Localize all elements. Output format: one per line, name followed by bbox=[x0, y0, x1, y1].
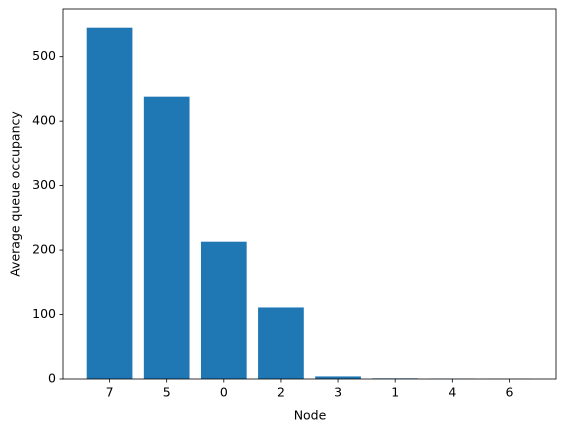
y-tick-label: 0 bbox=[48, 371, 56, 386]
bar bbox=[200, 241, 247, 379]
plot-frame bbox=[62, 8, 557, 380]
x-tick-label: 5 bbox=[163, 385, 171, 400]
y-tick-label: 100 bbox=[32, 306, 56, 321]
y-tick-label: 200 bbox=[32, 242, 56, 257]
y-tick-label: 500 bbox=[32, 48, 56, 63]
x-tick-label: 6 bbox=[505, 385, 513, 400]
x-tick-label: 2 bbox=[277, 385, 285, 400]
x-tick-label: 0 bbox=[220, 385, 228, 400]
x-axis-label: Node bbox=[294, 408, 327, 423]
bar bbox=[143, 96, 190, 380]
bar bbox=[258, 307, 304, 379]
bar bbox=[86, 27, 133, 379]
x-tick-label: 1 bbox=[391, 385, 399, 400]
x-tick-label: 3 bbox=[334, 385, 342, 400]
y-tick-label: 400 bbox=[32, 113, 56, 128]
x-tick-label: 7 bbox=[106, 385, 114, 400]
y-tick-label: 300 bbox=[32, 177, 56, 192]
bar bbox=[315, 376, 361, 379]
y-axis-label: Average queue occupancy bbox=[8, 111, 23, 277]
x-tick-label: 4 bbox=[448, 385, 456, 400]
